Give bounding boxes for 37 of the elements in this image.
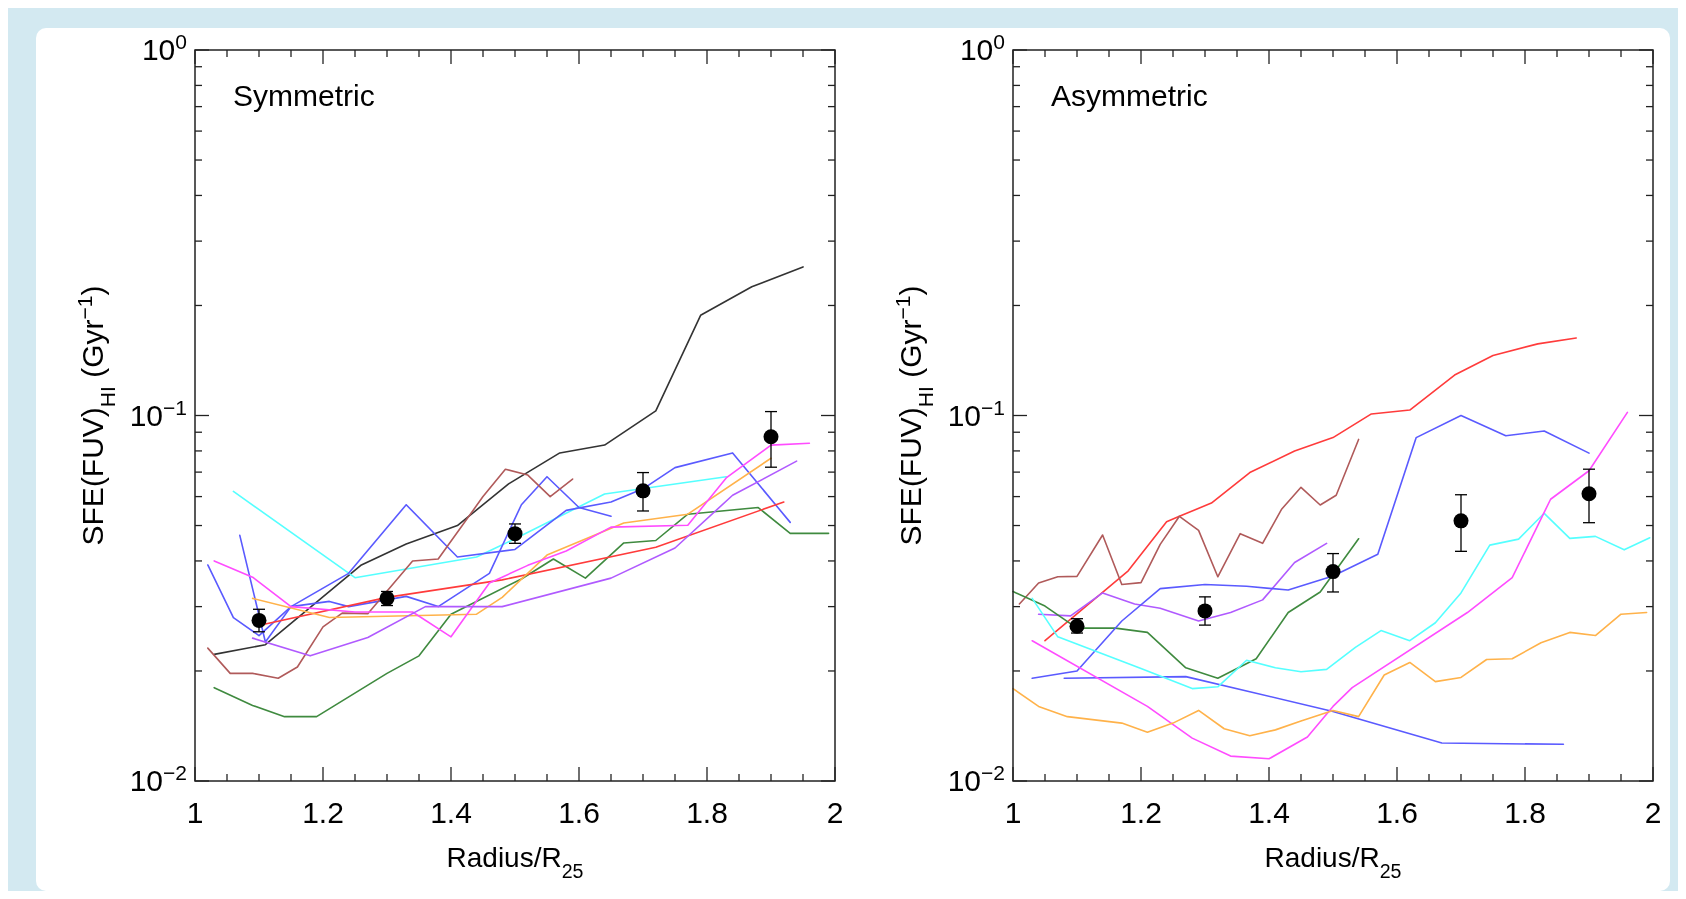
line-series [251, 460, 798, 657]
x-tick-label: 1 [186, 796, 204, 829]
x-tick-label: 1.6 [1376, 796, 1418, 829]
x-tick-label: 1.4 [1248, 796, 1290, 829]
x-tick-label: 1.4 [430, 796, 472, 829]
y-tick-label: 10$^{0}$ [141, 29, 187, 66]
y-tick-label: 10$^{−1}$ [947, 395, 1005, 432]
y-tick-label: 10$^{−2}$ [129, 760, 187, 797]
x-axis-title: Radius/R$_{25}$ [446, 842, 584, 882]
y-tick-label: 10$^{0}$ [959, 29, 1005, 66]
x-tick-label: 1 [1004, 796, 1022, 829]
line-series [232, 475, 727, 579]
x-tick-label: 1.8 [686, 796, 728, 829]
line-series [1012, 537, 1360, 680]
line-series [1018, 438, 1360, 605]
x-tick-label: 2 [826, 796, 844, 829]
x-tick-label: 2 [1644, 796, 1662, 829]
line-series [213, 266, 804, 656]
line-series [213, 506, 830, 718]
line-series [1044, 337, 1577, 642]
line-series [1063, 675, 1565, 746]
line-series [1031, 414, 1590, 680]
x-axis-title: Radius/R$_{25}$ [1264, 842, 1402, 882]
y-tick-label: 10$^{−2}$ [947, 760, 1005, 797]
x-tick-label: 1.2 [1120, 796, 1162, 829]
line-series [1031, 411, 1629, 760]
line-series [1012, 611, 1648, 737]
x-tick-label: 1.8 [1504, 796, 1546, 829]
line-series [207, 468, 574, 680]
y-tick-label: 10$^{−1}$ [129, 395, 187, 432]
line-series [1037, 542, 1328, 622]
text: Asymmetric [1051, 79, 1208, 112]
x-tick-label: 1.2 [302, 796, 344, 829]
line-series [251, 457, 772, 619]
x-tick-label: 1.6 [558, 796, 600, 829]
line-series [1031, 512, 1651, 690]
text: Symmetric [233, 79, 375, 112]
